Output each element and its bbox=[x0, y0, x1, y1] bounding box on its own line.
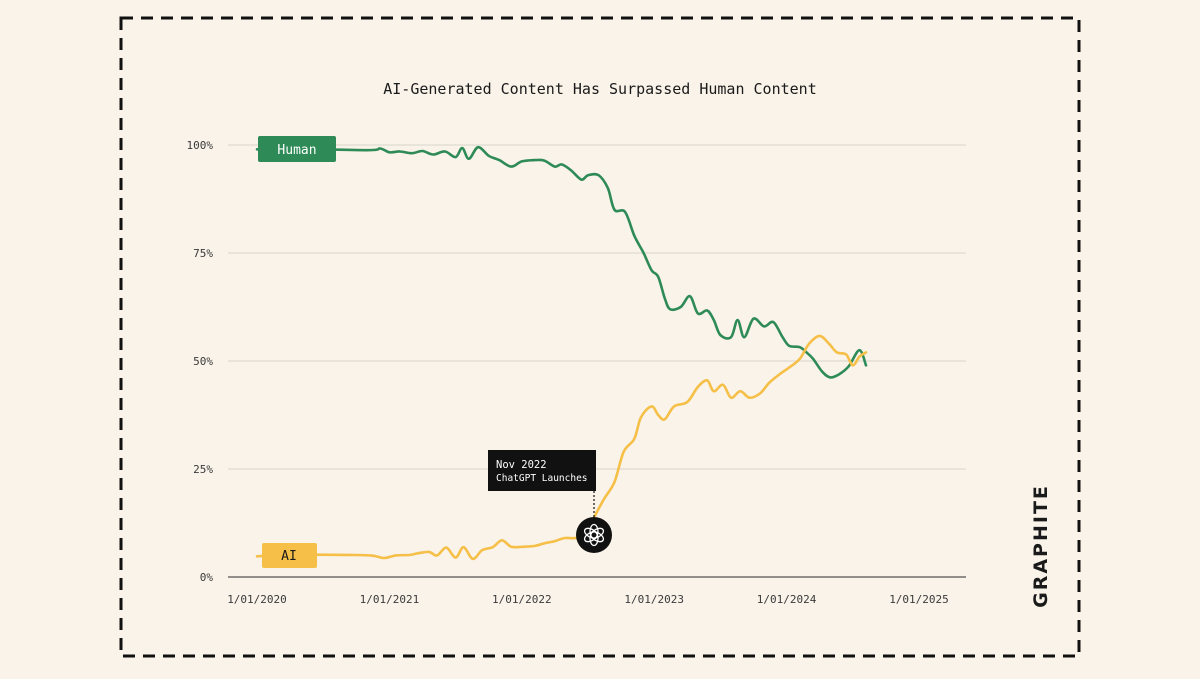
y-tick-label: 0% bbox=[200, 571, 214, 584]
chart-title: AI-Generated Content Has Surpassed Human… bbox=[383, 80, 816, 98]
annotation-line-1: Nov 2022 bbox=[496, 459, 547, 471]
legend-human: Human bbox=[258, 136, 336, 162]
legend-ai-badge bbox=[262, 543, 317, 568]
x-tick-label: 1/01/2020 bbox=[227, 593, 287, 606]
chatgpt-annotation: Nov 2022 ChatGPT Launches bbox=[488, 450, 612, 553]
legend-human-label: Human bbox=[277, 143, 316, 158]
brand-logo: GRAPHITE bbox=[1030, 484, 1052, 608]
series-line-ai bbox=[255, 334, 868, 561]
annotation-box bbox=[488, 450, 596, 491]
annotation-marker bbox=[576, 517, 612, 553]
x-tick-label: 1/01/2022 bbox=[492, 593, 552, 606]
series-layer bbox=[255, 145, 868, 561]
x-tick-label: 1/01/2023 bbox=[624, 593, 684, 606]
grid-layer bbox=[228, 144, 966, 578]
legend-ai-label: AI bbox=[281, 549, 297, 564]
x-tick-label: 1/01/2025 bbox=[889, 593, 949, 606]
y-tick-label: 25% bbox=[193, 463, 213, 476]
annotation-line-2: ChatGPT Launches bbox=[496, 473, 588, 484]
x-tick-label: 1/01/2021 bbox=[360, 593, 420, 606]
y-axis: 0% 25% 50% 75% 100% bbox=[187, 139, 214, 584]
legend-human-badge bbox=[258, 136, 336, 162]
y-tick-label: 50% bbox=[193, 355, 213, 368]
y-tick-label: 100% bbox=[187, 139, 214, 152]
x-axis: 1/01/2020 1/01/2021 1/01/2022 1/01/2023 1/01… bbox=[227, 593, 949, 606]
openai-logo-icon bbox=[583, 523, 605, 547]
x-tick-label: 1/01/2024 bbox=[757, 593, 817, 606]
legend-ai: AI bbox=[262, 543, 317, 568]
y-tick-label: 75% bbox=[193, 247, 213, 260]
series-line-human bbox=[255, 145, 868, 379]
